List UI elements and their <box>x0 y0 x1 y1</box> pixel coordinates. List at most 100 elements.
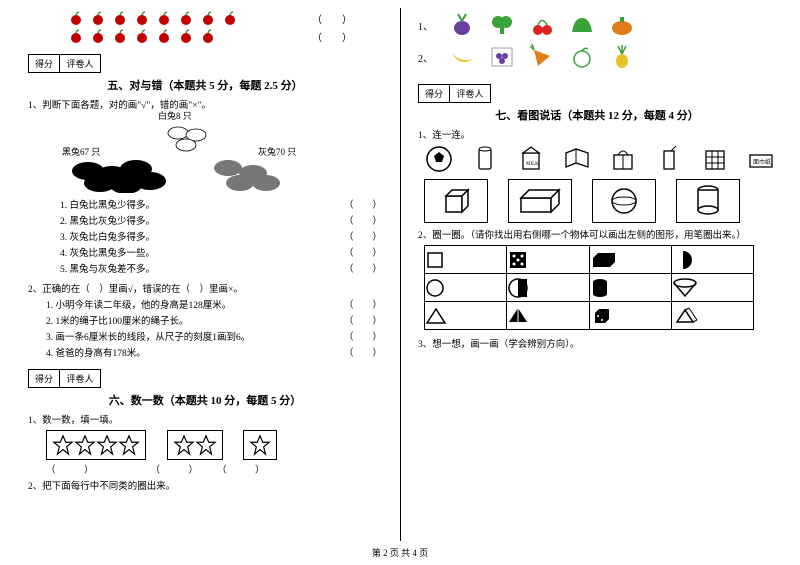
pyramid-icon <box>507 302 589 330</box>
apple-row-1: （ ） <box>68 10 382 26</box>
tf2-item: 1. 小明今年读二年级，他的身高是128厘米。（ ） <box>46 297 382 311</box>
star-box-4 <box>46 430 146 460</box>
peach-icon <box>568 44 596 70</box>
apple-icon <box>90 28 106 44</box>
svg-text:MILK: MILK <box>526 162 539 167</box>
apple-icon <box>178 28 194 44</box>
prism-icon <box>671 302 753 330</box>
score-box: 得分 评卷人 <box>28 54 101 73</box>
column-divider <box>400 8 401 541</box>
tf-item: 4. 灰兔比黑兔多一些。（ ） <box>60 245 382 259</box>
half-sphere-icon <box>671 246 753 274</box>
can-icon <box>470 145 500 173</box>
white-rabbit-label: 白兔8 只 <box>158 109 192 122</box>
star-groups <box>46 430 382 460</box>
apple-icon <box>156 10 172 26</box>
score-box: 得分 评卷人 <box>28 369 101 388</box>
cuboid-icon <box>589 246 671 274</box>
dice-3d-icon <box>589 302 671 330</box>
dice-icon <box>507 246 589 274</box>
lettuce-icon <box>568 12 596 38</box>
tf-item: 1. 白兔比黑兔少得多。（ ） <box>60 197 382 211</box>
question-7-1: 1、连一连。 <box>418 127 776 141</box>
question-2: 2、正确的在（ ）里画√，错误的在（ ）里画×。 <box>28 281 382 295</box>
score-label: 得分 <box>29 55 60 72</box>
star-icon <box>118 434 140 456</box>
pineapple-icon <box>608 44 636 70</box>
apple-icon <box>178 10 194 26</box>
cube-box <box>424 179 488 223</box>
triangle-icon <box>425 302 507 330</box>
rabbit-illustration: 白兔8 只 黑兔67 只 灰兔70 只 <box>58 113 318 193</box>
shape-match-grid <box>424 245 754 330</box>
beet-icon <box>448 12 476 38</box>
apple-icon <box>112 28 128 44</box>
question-7-2: 2、圈一圈。（请你找出用右侧哪一个物体可以画出左侧的图形，用笔圈出来。） <box>418 227 776 241</box>
star-icon <box>96 434 118 456</box>
tissue-box-icon: 面巾纸 <box>746 145 776 173</box>
apple-icon <box>90 10 106 26</box>
broccoli-icon <box>488 12 516 38</box>
svg-text:面巾纸: 面巾纸 <box>753 158 771 166</box>
tf2-item: 3. 画一条6厘米长的线段，从尺子的刻度1画到6。（ ） <box>46 329 382 343</box>
question-6-1: 1、数一数，填一填。 <box>28 412 382 426</box>
page-footer: 第 2 页 共 4 页 <box>0 546 800 559</box>
gift-box-icon <box>608 145 638 173</box>
question-1: 1、判断下面各题，对的画"√"，错的画"×"。 <box>28 97 382 111</box>
object-row: MILK 面巾纸 <box>424 145 776 173</box>
star-icon <box>74 434 96 456</box>
cylinder-black-icon <box>589 274 671 302</box>
star-box-1 <box>243 430 277 460</box>
milk-box-icon: MILK <box>516 145 546 173</box>
circle-icon <box>425 274 507 302</box>
apple-icon <box>200 10 216 26</box>
soccer-ball-icon <box>424 145 454 173</box>
tf2-item: 2. 1米的绳子比100厘米的绳子长。（ ） <box>46 313 382 327</box>
score-box: 得分 评卷人 <box>418 84 491 103</box>
black-rabbit-label: 黑兔67 只 <box>62 145 100 158</box>
star-icon <box>52 434 74 456</box>
table-row <box>425 246 754 274</box>
star-icon <box>195 434 217 456</box>
carrot-icon <box>528 44 556 70</box>
gray-rabbit-label: 灰兔70 只 <box>258 145 296 158</box>
answer-bracket: （ ） <box>312 11 382 26</box>
square-icon <box>425 246 507 274</box>
banana-icon <box>448 44 476 70</box>
half-circle-icon <box>507 274 589 302</box>
cone-funnel-icon <box>671 274 753 302</box>
rubiks-cube-icon <box>700 145 730 173</box>
grader-label: 评卷人 <box>60 55 100 72</box>
apple-icon <box>156 28 172 44</box>
solid-box-row <box>424 179 776 223</box>
star-box-2 <box>167 430 223 460</box>
question-6-2: 2、把下面每行中不同类的圈出来。 <box>28 478 382 492</box>
star-answers: （ ） （ ） （ ） <box>46 462 382 476</box>
tf-item: 3. 灰兔比白兔多得多。（ ） <box>60 229 382 243</box>
table-row <box>425 302 754 330</box>
juice-box-icon <box>654 145 684 173</box>
tf-item: 5. 黑兔与灰兔差不多。（ ） <box>60 261 382 275</box>
section-7-title: 七、看图说话（本题共 12 分，每题 4 分） <box>418 107 776 123</box>
grape-icon <box>488 44 516 70</box>
apple-icon <box>134 10 150 26</box>
section-5-title: 五、对与错（本题共 5 分，每题 2.5 分） <box>28 77 382 93</box>
left-column: （ ） （ ） 得分 评卷人 五、对与错（本题共 5 分，每题 2.5 分） 1… <box>0 0 400 540</box>
star-icon <box>173 434 195 456</box>
apple-icon <box>222 10 238 26</box>
book-icon <box>562 145 592 173</box>
apple-icon <box>200 28 216 44</box>
right-column: 1、 2、 得分 评卷人 七、看图说话（本题共 12 分，每题 4 分） 1、连… <box>400 0 800 540</box>
cherry-icon <box>528 12 556 38</box>
fruit-row-1: 1、 <box>418 12 776 38</box>
apple-row-2: （ ） <box>68 28 382 44</box>
tf-item: 2. 黑兔比灰兔少得多。（ ） <box>60 213 382 227</box>
star-icon <box>249 434 271 456</box>
tf2-item: 4. 爸爸的身高有178米。（ ） <box>46 345 382 359</box>
apple-icon <box>68 10 84 26</box>
sphere-box <box>592 179 656 223</box>
table-row <box>425 274 754 302</box>
apple-icon <box>134 28 150 44</box>
cylinder-box <box>676 179 740 223</box>
question-7-3: 3、想一想，画一画（学会辨别方向）。 <box>418 336 776 350</box>
